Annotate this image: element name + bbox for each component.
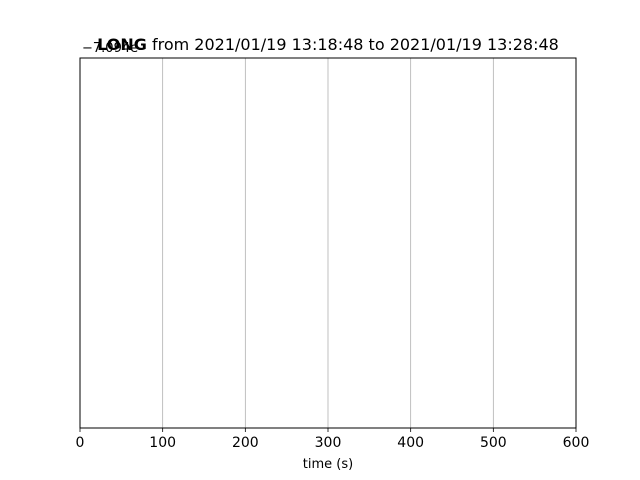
x-axis-ticks: 0 100 200 300 400 500 600: [76, 428, 590, 451]
x-tick-label: 500: [480, 435, 507, 451]
x-tick-label: 200: [232, 435, 259, 451]
chart-title-rest: from 2021/01/19 13:18:48 to 2021/01/19 1…: [147, 35, 559, 54]
x-axis-label: time (s): [303, 457, 353, 472]
x-tick-label: 100: [149, 435, 176, 451]
chart-title-bold: LONG: [97, 35, 147, 54]
y-offset-text: −7.094e: [82, 41, 138, 56]
x-tick-label: 300: [315, 435, 342, 451]
x-tick-label: 0: [76, 435, 85, 451]
x-tick-label: 400: [397, 435, 424, 451]
chart-title: LONG from 2021/01/19 13:18:48 to 2021/01…: [97, 35, 559, 54]
x-tick-label: 600: [563, 435, 590, 451]
